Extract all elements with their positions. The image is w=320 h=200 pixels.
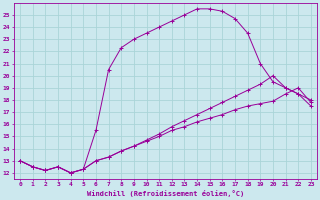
X-axis label: Windchill (Refroidissement éolien,°C): Windchill (Refroidissement éolien,°C) <box>87 190 244 197</box>
